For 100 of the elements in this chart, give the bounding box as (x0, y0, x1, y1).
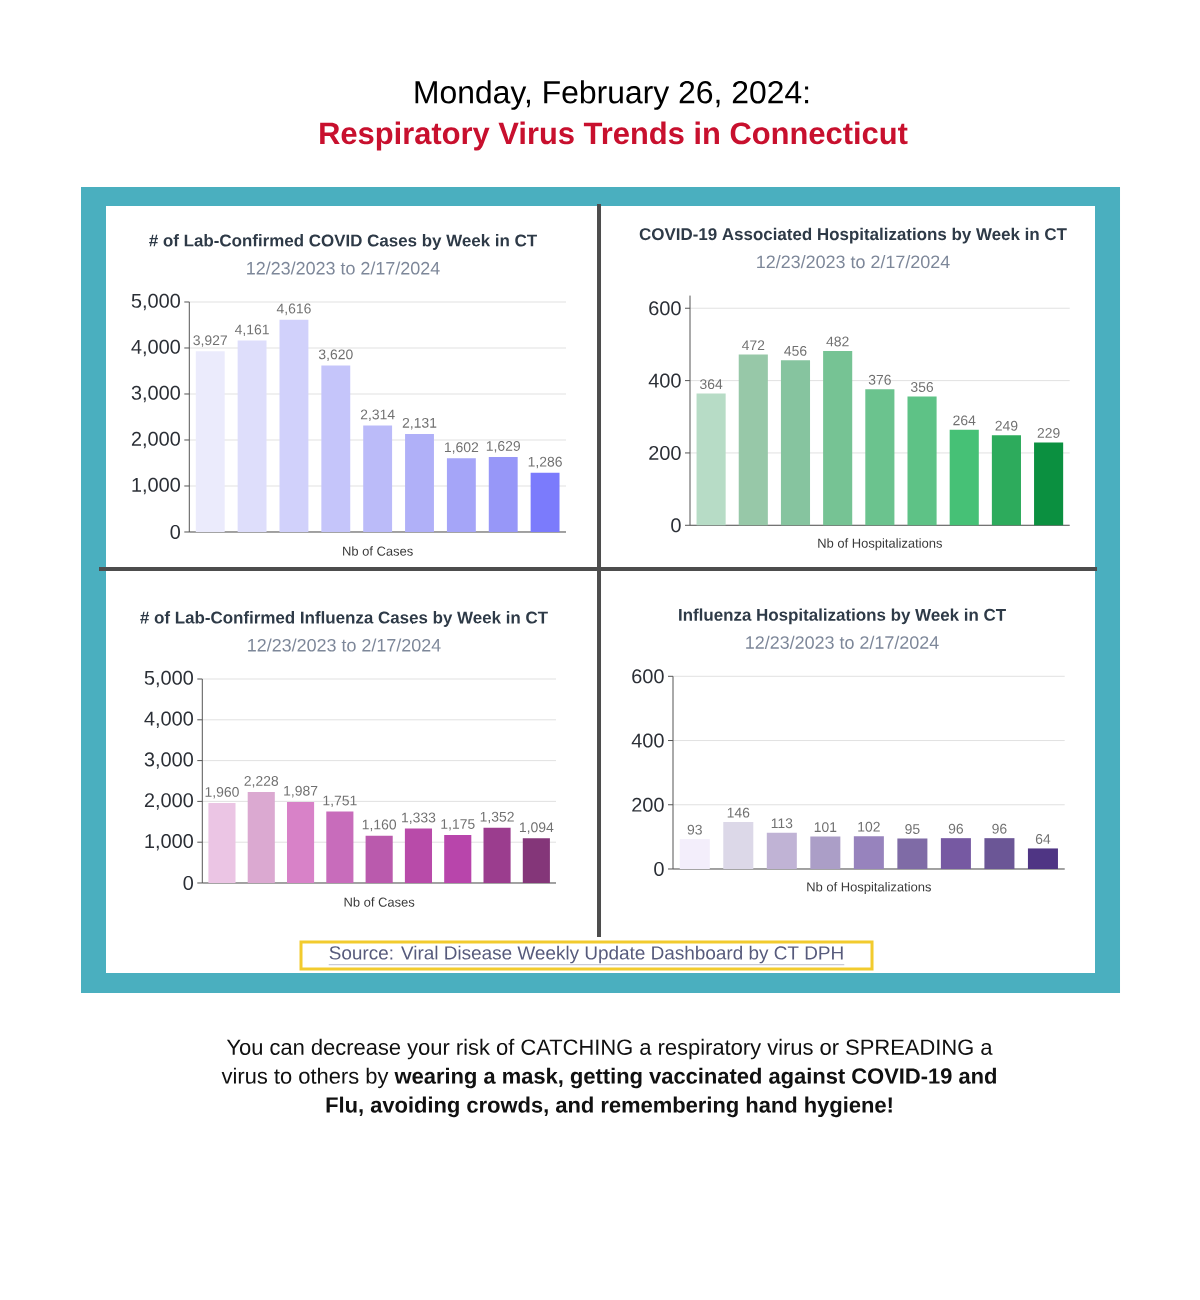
data-label: 1,094 (519, 822, 554, 834)
data-label: 113 (771, 818, 793, 829)
bar (530, 472, 560, 532)
data-label: 93 (687, 824, 702, 835)
bar (237, 340, 267, 532)
data-label: 2,131 (402, 417, 437, 430)
bar (483, 827, 511, 883)
chart-title: Influenza Hospitalizations by Week in CT (679, 608, 1006, 625)
bar (991, 435, 1021, 526)
bar (907, 396, 937, 526)
data-label: 101 (814, 822, 837, 833)
y-tick-label: 4,000 (131, 339, 180, 357)
data-label: 3,927 (193, 335, 227, 347)
chart-title: # of Lab-Confirmed Influenza Cases by Week in CT (140, 611, 548, 627)
y-tick-label: 4,000 (144, 711, 193, 729)
bar (279, 319, 309, 532)
data-label: 64 (1035, 834, 1051, 844)
bar (865, 389, 895, 526)
data-label: 1,960 (205, 786, 239, 799)
data-label: 96 (992, 823, 1007, 834)
chart-title: # of Lab-Confirmed COVID Cases by Week in CT (149, 234, 537, 250)
bar (195, 351, 225, 532)
bar (949, 429, 979, 526)
y-tick-label: 600 (649, 301, 681, 316)
y-tick-label: 0 (654, 861, 664, 877)
bar (488, 457, 518, 532)
data-label: 1,286 (528, 456, 562, 469)
bar (247, 792, 275, 883)
y-tick-label: 2,000 (131, 431, 180, 449)
text: You can decrease your risk of CATCHING a respiratory virus or SPREADING a virus to others by wearing a mask, getting vaccinated against COVID-19 and Flu, avoiding crowds, and remembering hand hygiene! (221, 1038, 996, 1118)
y-tick-label: 0 (170, 524, 180, 540)
chart-subtitle: 12/23/2023 to 2/17/2024 (247, 261, 440, 275)
y-tick-label: 3,000 (131, 385, 180, 403)
y-tick-label: 5,000 (131, 293, 180, 311)
bar (853, 836, 884, 869)
text: Respiratory Virus Trends in Connecticut (320, 121, 908, 151)
data-label: 146 (727, 807, 750, 818)
bar (446, 458, 476, 532)
data-label: 95 (905, 824, 920, 834)
y-tick-label: 400 (648, 373, 681, 388)
data-label: 364 (700, 379, 723, 390)
data-label: 2,314 (360, 409, 395, 422)
y-tick-label: 200 (632, 797, 664, 812)
bar (321, 365, 351, 532)
data-label: 1,160 (362, 819, 397, 832)
data-label: 1,751 (323, 795, 357, 808)
chart-subtitle: 12/23/2023 to 2/17/2024 (757, 255, 950, 269)
bar (897, 838, 928, 869)
bar (365, 835, 393, 883)
data-label: 2,228 (244, 776, 279, 788)
data-label: 472 (741, 340, 765, 351)
bar (208, 803, 236, 883)
bar (984, 838, 1015, 869)
source-note: Source: Viral Disease Weekly Update Dashboard by CT DPH (329, 945, 843, 964)
bar (405, 433, 434, 532)
bar (1034, 442, 1064, 526)
bar (780, 360, 811, 526)
bar (723, 822, 754, 869)
data-label: 1,602 (444, 442, 479, 454)
chart-subtitle: 12/23/2023 to 2/17/2024 (746, 635, 939, 649)
bar (1027, 848, 1058, 869)
y-tick-label: 2,000 (144, 793, 193, 810)
bar (326, 811, 354, 883)
y-tick-label: 0 (183, 875, 193, 891)
data-label: 456 (784, 345, 807, 356)
bar (823, 350, 853, 526)
data-label: 96 (948, 823, 964, 834)
data-label: 1,175 (441, 819, 475, 831)
bar (363, 425, 393, 532)
data-label: 1,333 (402, 812, 436, 825)
bar (738, 354, 768, 526)
chart-subtitle: 12/23/2023 to 2/17/2024 (248, 638, 441, 652)
data-label: 482 (826, 336, 849, 347)
y-tick-label: 600 (632, 669, 664, 684)
data-label: 356 (910, 382, 934, 392)
bar (522, 838, 550, 883)
x-axis-title: Nb of Cases (343, 546, 413, 556)
bar (679, 839, 710, 869)
bar (766, 832, 797, 869)
data-label: 264 (953, 415, 976, 426)
y-tick-label: 3,000 (144, 752, 193, 769)
data-label: 102 (858, 821, 880, 832)
data-label: 1,352 (480, 811, 514, 824)
y-tick-label: 200 (649, 445, 681, 460)
data-label: 3,620 (318, 349, 353, 361)
data-label: 1,629 (486, 441, 520, 453)
bar (810, 836, 841, 869)
bar (940, 838, 971, 869)
text: Monday, February 26, 2024: (415, 80, 809, 110)
y-tick-label: 0 (671, 518, 681, 533)
x-axis-title: Nb of Hospitalizations (807, 881, 931, 895)
bar (696, 393, 726, 526)
y-tick-label: 1,000 (145, 833, 193, 851)
y-tick-label: 5,000 (144, 670, 193, 688)
data-label: 229 (1037, 428, 1060, 438)
data-label: 4,616 (276, 303, 311, 316)
x-axis-title: Nb of Cases (344, 897, 415, 907)
data-label: 1,987 (284, 785, 318, 798)
bar (286, 801, 315, 883)
bar (404, 828, 433, 883)
